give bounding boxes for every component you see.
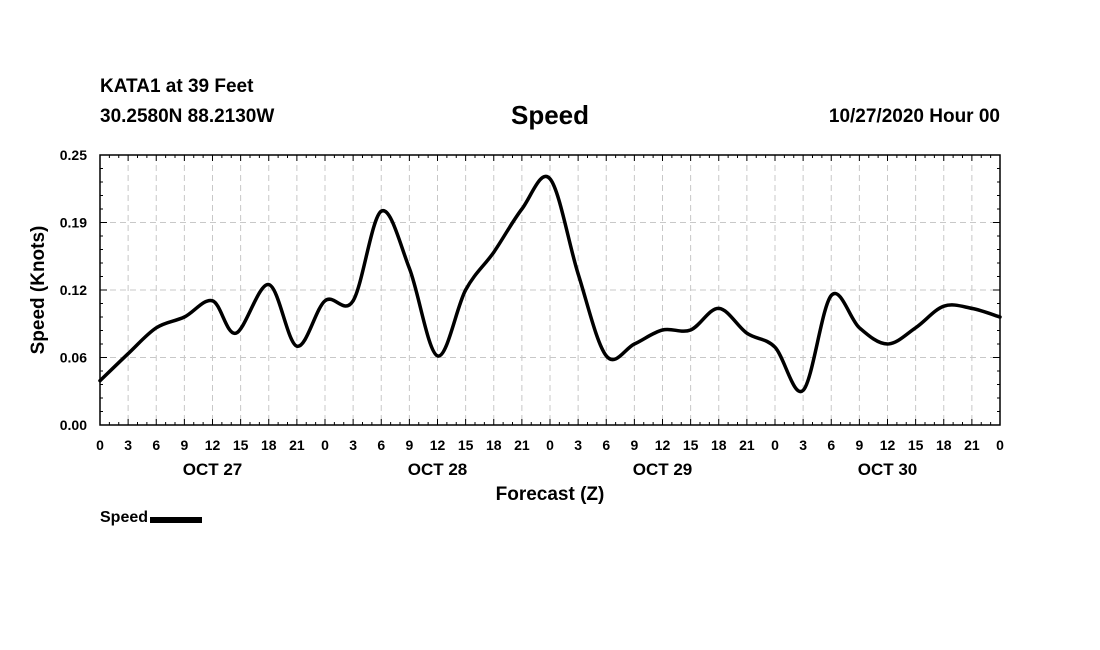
legend-swatch	[150, 516, 203, 523]
x-tick-label: 0	[96, 437, 104, 453]
x-tick-label: 12	[430, 437, 446, 453]
x-tick-label: 15	[233, 437, 249, 453]
legend-label: Speed	[100, 509, 149, 526]
station-title: KATA1 at 39 Feet	[100, 76, 254, 97]
y-tick-label: 0.12	[60, 282, 87, 298]
x-tick-label: 3	[124, 437, 132, 453]
y-tick-label: 0.00	[60, 417, 87, 433]
x-tick-label: 0	[546, 437, 554, 453]
forecast-run-time: 10/27/2020 Hour 00	[828, 106, 1000, 127]
y-tick-labels: 0.00 0.06 0.12 0.19 0.25	[60, 147, 87, 433]
day-label: OCT 30	[858, 460, 918, 479]
x-tick-label: 9	[180, 437, 188, 453]
x-tick-label: 18	[261, 437, 277, 453]
x-tick-label: 21	[964, 437, 980, 453]
x-tick-label: 3	[574, 437, 582, 453]
x-tick-label: 12	[655, 437, 671, 453]
x-axis-label: Forecast (Z)	[496, 484, 605, 505]
x-tick-label: 12	[205, 437, 221, 453]
x-tick-label: 6	[602, 437, 610, 453]
x-tick-label: 3	[799, 437, 807, 453]
x-tick-label: 18	[711, 437, 727, 453]
x-tick-label: 0	[321, 437, 329, 453]
y-axis-label: Speed (Knots)	[28, 226, 49, 355]
x-tick-label: 9	[630, 437, 638, 453]
x-tick-label: 3	[349, 437, 357, 453]
x-tick-label: 0	[771, 437, 779, 453]
x-tick-label: 0	[996, 437, 1004, 453]
x-tick-label: 21	[514, 437, 530, 453]
x-tick-label: 15	[458, 437, 474, 453]
day-label: OCT 27	[183, 460, 243, 479]
x-tick-label: 6	[827, 437, 835, 453]
axis-ticks	[99, 154, 1001, 426]
day-label: OCT 28	[408, 460, 468, 479]
day-labels: OCT 27 OCT 28 OCT 29 OCT 30	[183, 460, 918, 479]
x-tick-label: 15	[683, 437, 699, 453]
x-tick-label: 18	[486, 437, 502, 453]
x-tick-label: 18	[936, 437, 952, 453]
x-tick-labels: 0 3 6 9 12 15 18 21 0 3 6 9 12 15 18 21 0 3 6 9 12 15 18 21 0 3 6 9…	[96, 437, 1004, 453]
station-coordinates: 30.2580N 88.2130W	[100, 106, 275, 127]
series-line-speed	[98, 174, 1002, 394]
legend: Speed	[100, 509, 203, 527]
x-tick-label: 15	[908, 437, 924, 453]
x-tick-label: 21	[289, 437, 305, 453]
x-tick-label: 6	[152, 437, 160, 453]
day-label: OCT 29	[633, 460, 693, 479]
x-tick-label: 21	[739, 437, 755, 453]
chart-title: Speed	[510, 100, 590, 130]
y-tick-label: 0.25	[60, 147, 87, 163]
x-tick-label: 12	[880, 437, 896, 453]
y-tick-label: 0.19	[60, 215, 87, 231]
x-tick-label: 9	[405, 437, 413, 453]
y-tick-label: 0.06	[60, 350, 87, 366]
x-tick-label: 6	[377, 437, 385, 453]
grid-lines	[100, 155, 1000, 425]
x-tick-label: 9	[855, 437, 863, 453]
